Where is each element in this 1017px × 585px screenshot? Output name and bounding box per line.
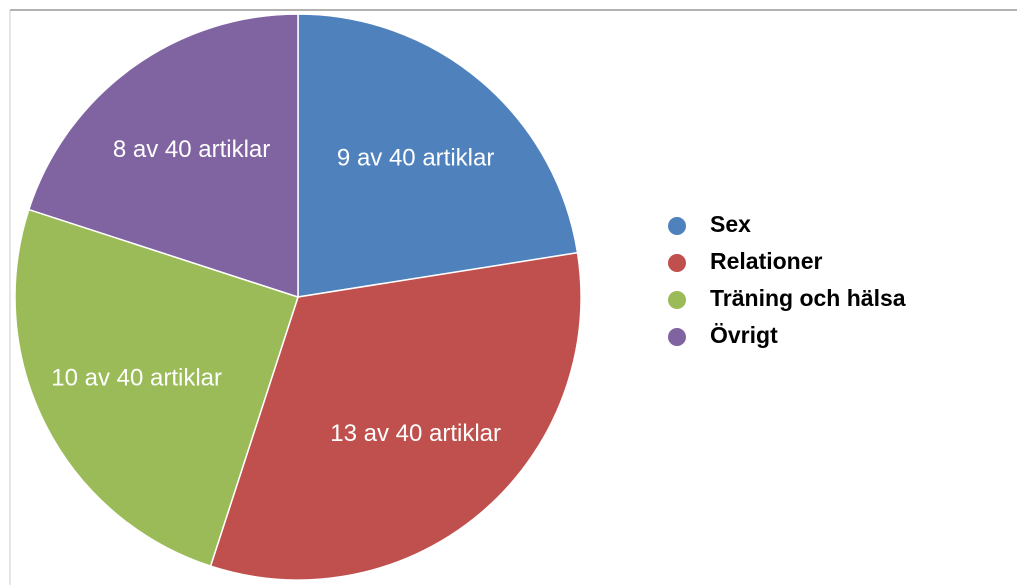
- pie-slice: [209, 251, 582, 581]
- legend-label: Övrigt: [710, 322, 778, 348]
- legend-swatch: [668, 217, 686, 235]
- slice-label: 10 av 40 artiklar: [51, 365, 222, 392]
- legend-label: Relationer: [710, 248, 823, 274]
- slice-label: 8 av 40 artiklar: [113, 136, 270, 163]
- legend-swatch: [668, 291, 686, 309]
- slice-label: 9 av 40 artiklar: [337, 145, 494, 172]
- legend-swatch: [668, 254, 686, 272]
- legend-swatch: [668, 328, 686, 346]
- legend-label: Sex: [710, 211, 751, 237]
- pie-slice: [297, 13, 579, 298]
- pie-slice: [14, 208, 299, 568]
- pie-slice: [27, 13, 299, 299]
- legend-label: Träning och hälsa: [710, 285, 906, 311]
- slice-label: 13 av 40 artiklar: [330, 420, 501, 447]
